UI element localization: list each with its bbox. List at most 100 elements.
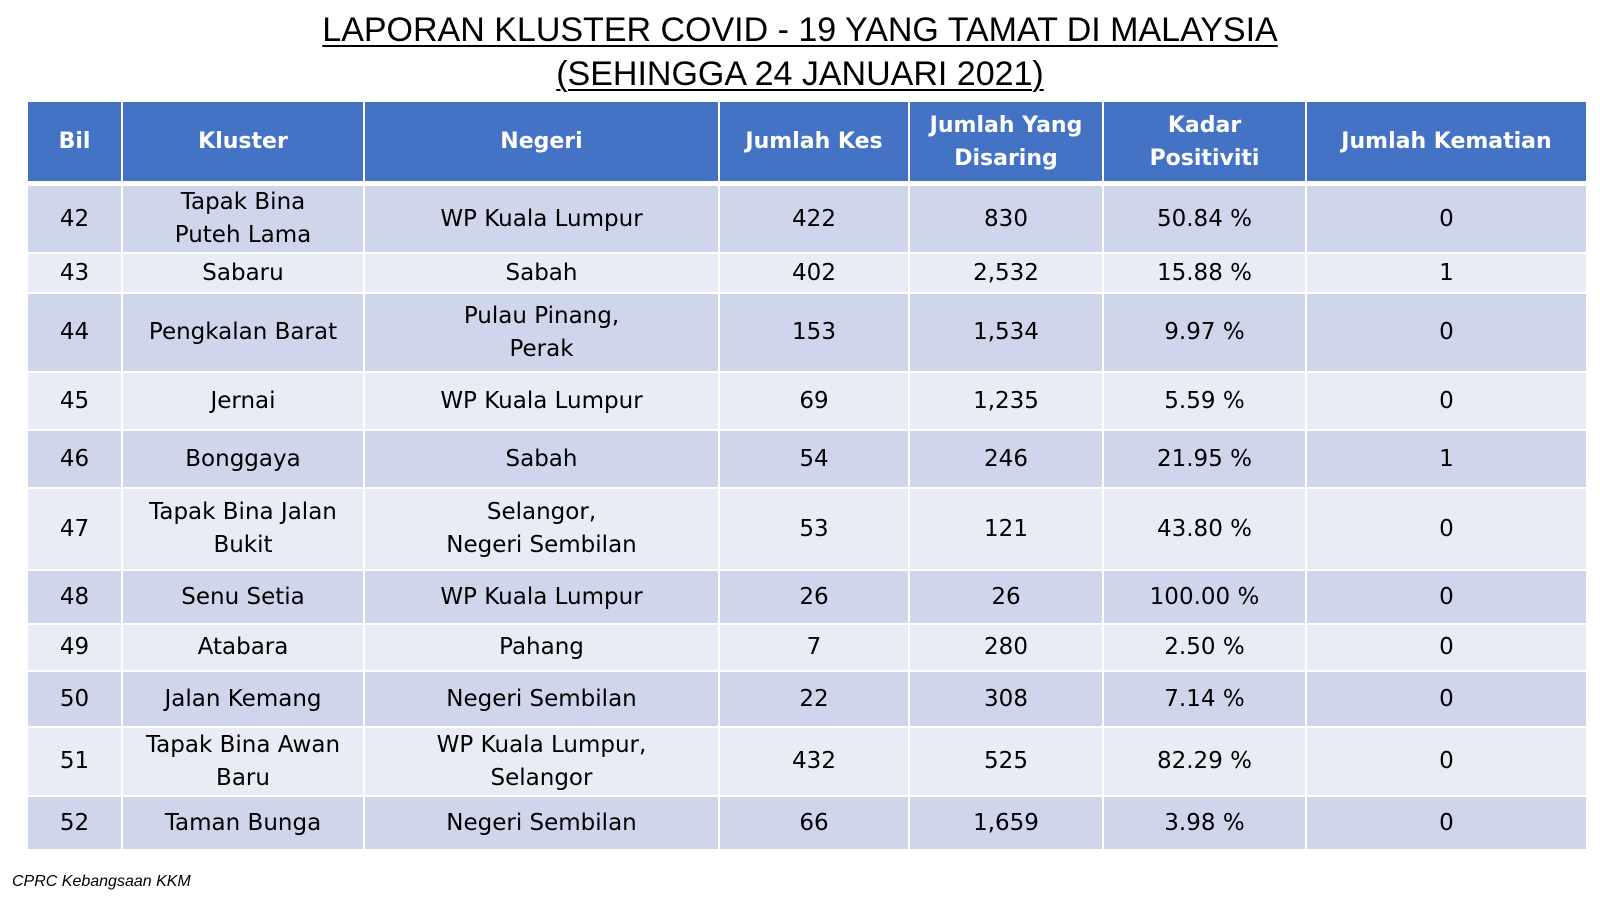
header-jumlah-disaring: Jumlah Yang Disaring: [910, 102, 1104, 186]
cell-jumlah-kes: 22: [720, 672, 910, 728]
header-kluster: Kluster: [123, 102, 365, 186]
header-negeri: Negeri: [365, 102, 720, 186]
table-row: 42 Tapak Bina Puteh Lama WP Kuala Lumpur…: [28, 186, 1586, 254]
cell-kluster: Atabara: [123, 625, 365, 672]
cell-jumlah-kematian: 1: [1307, 254, 1586, 294]
title-line-2: (SEHINGGA 24 JANUARI 2021): [556, 55, 1044, 93]
cell-jumlah-disaring: 246: [910, 431, 1104, 489]
cell-jumlah-kes: 53: [720, 489, 910, 571]
cell-jumlah-kematian: 0: [1307, 373, 1586, 431]
cell-kluster: Tapak Bina Jalan Bukit: [123, 489, 365, 571]
page-title: LAPORAN KLUSTER COVID - 19 YANG TAMAT DI…: [0, 8, 1600, 96]
cell-negeri: Pulau Pinang, Perak: [365, 294, 720, 373]
cell-kluster: Bonggaya: [123, 431, 365, 489]
cell-jumlah-kematian: 0: [1307, 797, 1586, 851]
cell-jumlah-kes: 69: [720, 373, 910, 431]
cell-kadar-positiviti: 3.98 %: [1104, 797, 1307, 851]
cell-negeri: Sabah: [365, 254, 720, 294]
cell-jumlah-kematian: 1: [1307, 431, 1586, 489]
cell-jumlah-disaring: 121: [910, 489, 1104, 571]
cell-bil: 50: [28, 672, 123, 728]
table-header-row: Bil Kluster Negeri Jumlah Kes Jumlah Yan…: [28, 102, 1586, 186]
cell-negeri: Sabah: [365, 431, 720, 489]
table-row: 49 Atabara Pahang 7 280 2.50 % 0: [28, 625, 1586, 672]
cell-jumlah-disaring: 26: [910, 571, 1104, 625]
cell-bil: 47: [28, 489, 123, 571]
cell-jumlah-kes: 7: [720, 625, 910, 672]
cell-jumlah-kes: 422: [720, 186, 910, 254]
cell-bil: 46: [28, 431, 123, 489]
cell-kluster: Tapak Bina Puteh Lama: [123, 186, 365, 254]
header-jumlah-kes: Jumlah Kes: [720, 102, 910, 186]
header-jumlah-kematian: Jumlah Kematian: [1307, 102, 1586, 186]
cell-jumlah-disaring: 308: [910, 672, 1104, 728]
cell-jumlah-disaring: 830: [910, 186, 1104, 254]
table-row: 46 Bonggaya Sabah 54 246 21.95 % 1: [28, 431, 1586, 489]
cell-bil: 51: [28, 728, 123, 797]
cell-jumlah-kes: 153: [720, 294, 910, 373]
table-row: 51 Tapak Bina Awan Baru WP Kuala Lumpur,…: [28, 728, 1586, 797]
table-row: 47 Tapak Bina Jalan Bukit Selangor, Nege…: [28, 489, 1586, 571]
cell-jumlah-kes: 66: [720, 797, 910, 851]
cell-bil: 43: [28, 254, 123, 294]
cell-bil: 52: [28, 797, 123, 851]
cell-kadar-positiviti: 7.14 %: [1104, 672, 1307, 728]
cell-kluster: Pengkalan Barat: [123, 294, 365, 373]
cluster-table: Bil Kluster Negeri Jumlah Kes Jumlah Yan…: [28, 102, 1586, 851]
cell-jumlah-disaring: 2,532: [910, 254, 1104, 294]
cell-kadar-positiviti: 43.80 %: [1104, 489, 1307, 571]
source-footnote: CPRC Kebangsaan KKM: [12, 873, 191, 890]
cell-negeri: WP Kuala Lumpur: [365, 186, 720, 254]
cell-jumlah-disaring: 280: [910, 625, 1104, 672]
cell-kadar-positiviti: 21.95 %: [1104, 431, 1307, 489]
cell-jumlah-kes: 54: [720, 431, 910, 489]
cell-jumlah-disaring: 1,235: [910, 373, 1104, 431]
cell-jumlah-kematian: 0: [1307, 489, 1586, 571]
cell-bil: 44: [28, 294, 123, 373]
cell-kadar-positiviti: 50.84 %: [1104, 186, 1307, 254]
cell-jumlah-kes: 402: [720, 254, 910, 294]
title-line-1: LAPORAN KLUSTER COVID - 19 YANG TAMAT DI…: [322, 11, 1278, 49]
cell-kluster: Senu Setia: [123, 571, 365, 625]
table-row: 45 Jernai WP Kuala Lumpur 69 1,235 5.59 …: [28, 373, 1586, 431]
cell-bil: 42: [28, 186, 123, 254]
cell-jumlah-kematian: 0: [1307, 294, 1586, 373]
header-bil: Bil: [28, 102, 123, 186]
cell-kadar-positiviti: 100.00 %: [1104, 571, 1307, 625]
cell-kluster: Tapak Bina Awan Baru: [123, 728, 365, 797]
cell-kluster: Sabaru: [123, 254, 365, 294]
cell-kluster: Taman Bunga: [123, 797, 365, 851]
cell-kadar-positiviti: 15.88 %: [1104, 254, 1307, 294]
cell-bil: 48: [28, 571, 123, 625]
cell-negeri: WP Kuala Lumpur: [365, 571, 720, 625]
cell-kadar-positiviti: 9.97 %: [1104, 294, 1307, 373]
cell-negeri: Negeri Sembilan: [365, 797, 720, 851]
cell-jumlah-kes: 26: [720, 571, 910, 625]
cell-bil: 45: [28, 373, 123, 431]
cell-kadar-positiviti: 2.50 %: [1104, 625, 1307, 672]
cell-kadar-positiviti: 5.59 %: [1104, 373, 1307, 431]
cell-jumlah-kematian: 0: [1307, 728, 1586, 797]
cell-jumlah-kematian: 0: [1307, 625, 1586, 672]
cell-negeri: Selangor, Negeri Sembilan: [365, 489, 720, 571]
cell-jumlah-disaring: 1,659: [910, 797, 1104, 851]
cell-jumlah-kes: 432: [720, 728, 910, 797]
cell-jumlah-kematian: 0: [1307, 571, 1586, 625]
cell-kluster: Jernai: [123, 373, 365, 431]
table-row: 44 Pengkalan Barat Pulau Pinang, Perak 1…: [28, 294, 1586, 373]
cell-kluster: Jalan Kemang: [123, 672, 365, 728]
table-row: 50 Jalan Kemang Negeri Sembilan 22 308 7…: [28, 672, 1586, 728]
table-row: 48 Senu Setia WP Kuala Lumpur 26 26 100.…: [28, 571, 1586, 625]
cell-bil: 49: [28, 625, 123, 672]
cell-negeri: Negeri Sembilan: [365, 672, 720, 728]
cell-negeri: WP Kuala Lumpur: [365, 373, 720, 431]
cell-jumlah-disaring: 525: [910, 728, 1104, 797]
cell-negeri: Pahang: [365, 625, 720, 672]
cell-jumlah-kematian: 0: [1307, 672, 1586, 728]
header-kadar-positiviti: Kadar Positiviti: [1104, 102, 1307, 186]
cell-kadar-positiviti: 82.29 %: [1104, 728, 1307, 797]
cell-negeri: WP Kuala Lumpur, Selangor: [365, 728, 720, 797]
table-row: 52 Taman Bunga Negeri Sembilan 66 1,659 …: [28, 797, 1586, 851]
table-row: 43 Sabaru Sabah 402 2,532 15.88 % 1: [28, 254, 1586, 294]
